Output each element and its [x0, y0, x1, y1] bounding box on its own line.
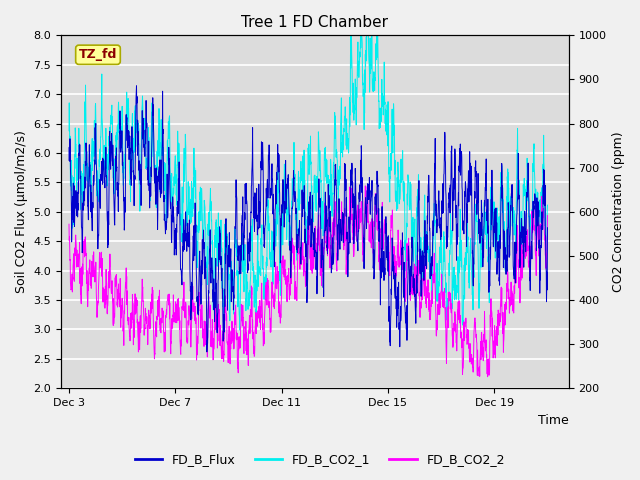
- X-axis label: Time: Time: [538, 414, 569, 427]
- Y-axis label: Soil CO2 Flux (μmol/m2/s): Soil CO2 Flux (μmol/m2/s): [15, 131, 28, 293]
- Title: Tree 1 FD Chamber: Tree 1 FD Chamber: [241, 15, 388, 30]
- Text: TZ_fd: TZ_fd: [79, 48, 117, 61]
- Legend: FD_B_Flux, FD_B_CO2_1, FD_B_CO2_2: FD_B_Flux, FD_B_CO2_1, FD_B_CO2_2: [130, 448, 510, 471]
- Y-axis label: CO2 Concentration (ppm): CO2 Concentration (ppm): [612, 132, 625, 292]
